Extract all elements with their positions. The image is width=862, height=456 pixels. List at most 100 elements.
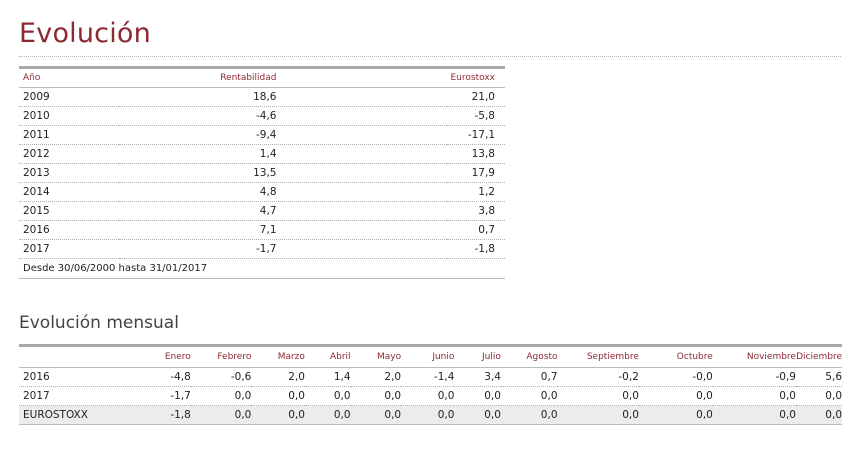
eurostoxx-cell: 0,7 [446, 220, 505, 240]
month-value-cell: -0,6 [190, 367, 252, 387]
eurostoxx-cell: -5,8 [446, 106, 505, 126]
header-month: Abril [304, 344, 351, 368]
year-cell: 2015 [19, 201, 119, 221]
year-cell: 2009 [19, 87, 119, 107]
table-row: 2016 -4,8 -0,6 2,0 1,4 2,0 -1,4 3,4 0,7 … [19, 367, 842, 387]
month-value-cell: -0,9 [712, 367, 796, 387]
header-month: Marzo [251, 344, 305, 368]
header-month: Octubre [638, 344, 713, 368]
year-cell: 2011 [19, 125, 119, 145]
year-cell: 2014 [19, 182, 119, 202]
month-value-cell: 1,4 [304, 367, 351, 387]
table-row: 2015 4,7 3,8 [19, 201, 505, 221]
month-value-cell: 0,7 [500, 367, 558, 387]
rentabilidad-cell: 13,5 [118, 163, 447, 183]
eurostoxx-cell: -17,1 [446, 125, 505, 145]
table-row: 2009 18,6 21,0 [19, 87, 505, 107]
annual-performance-table: Año Rentabilidad Eurostoxx 2009 18,6 21,0 … [19, 66, 505, 279]
month-value-cell: 0,0 [190, 405, 252, 425]
month-value-cell: -0,0 [638, 367, 713, 387]
header-month: Junio [401, 344, 455, 368]
month-value-cell: -4,8 [127, 367, 191, 387]
eurostoxx-cell: 17,9 [446, 163, 505, 183]
month-value-cell: 0,0 [795, 386, 842, 406]
header-month: Julio [454, 344, 501, 368]
table-row: 2014 4,8 1,2 [19, 182, 505, 202]
month-value-cell: 0,0 [350, 386, 402, 406]
year-cell: 2017 [19, 239, 119, 259]
rentabilidad-cell: 4,7 [118, 201, 447, 221]
month-value-cell: 3,4 [454, 367, 501, 387]
month-value-cell: -1,4 [401, 367, 455, 387]
table-row: 2011 -9,4 -17,1 [19, 125, 505, 145]
month-value-cell: 0,0 [304, 386, 351, 406]
table-note-row: Desde 30/06/2000 hasta 31/01/2017 [19, 258, 505, 279]
header-month: Mayo [350, 344, 402, 368]
month-value-cell: 0,0 [638, 386, 713, 406]
year-cell: 2010 [19, 106, 119, 126]
header-month: Enero [127, 344, 191, 368]
table-row: 2017 -1,7 0,0 0,0 0,0 0,0 0,0 0,0 0,0 0,… [19, 386, 842, 406]
date-range-note: Desde 30/06/2000 hasta 31/01/2017 [19, 258, 505, 279]
month-value-cell: 0,0 [500, 386, 558, 406]
year-cell: 2012 [19, 144, 119, 164]
header-month: Febrero [190, 344, 252, 368]
rentabilidad-cell: 18,6 [118, 87, 447, 107]
rentabilidad-cell: -1,7 [118, 239, 447, 259]
eurostoxx-cell: 13,8 [446, 144, 505, 164]
year-cell: 2016 [19, 220, 119, 240]
eurostoxx-cell: 3,8 [446, 201, 505, 221]
month-value-cell: 0,0 [712, 386, 796, 406]
table-row: 2017 -1,7 -1,8 [19, 239, 505, 259]
title-divider [19, 56, 841, 57]
header-eurostoxx: Eurostoxx [446, 66, 505, 88]
month-value-cell: 0,0 [500, 405, 558, 425]
monthly-header-row: Enero Febrero Marzo Abril Mayo Junio Jul… [19, 344, 842, 368]
month-value-cell: -0,2 [557, 367, 639, 387]
rentabilidad-cell: 4,8 [118, 182, 447, 202]
month-value-cell: 0,0 [557, 405, 639, 425]
header-rentabilidad: Rentabilidad [118, 66, 447, 88]
table-row: 2013 13,5 17,9 [19, 163, 505, 183]
month-value-cell: 0,0 [454, 405, 501, 425]
eurostoxx-cell: 21,0 [446, 87, 505, 107]
table-row: 2016 7,1 0,7 [19, 220, 505, 240]
month-value-cell: -1,7 [127, 386, 191, 406]
eurostoxx-cell: -1,8 [446, 239, 505, 259]
month-value-cell: 0,0 [251, 405, 305, 425]
rentabilidad-cell: 7,1 [118, 220, 447, 240]
month-value-cell: 5,6 [795, 367, 842, 387]
month-value-cell: 0,0 [401, 386, 455, 406]
row-label: 2016 [19, 367, 128, 387]
month-value-cell: -1,8 [127, 405, 191, 425]
rentabilidad-cell: -4,6 [118, 106, 447, 126]
month-value-cell: 2,0 [350, 367, 402, 387]
rentabilidad-cell: 1,4 [118, 144, 447, 164]
header-year: Año [19, 66, 119, 88]
header-month: Diciembre [795, 344, 842, 368]
header-month: Noviembre [712, 344, 796, 368]
header-month: Septiembre [557, 344, 639, 368]
month-value-cell: 0,0 [190, 386, 252, 406]
month-value-cell: 2,0 [251, 367, 305, 387]
month-value-cell: 0,0 [401, 405, 455, 425]
page-title: Evolución [19, 18, 151, 49]
header-month: Agosto [500, 344, 558, 368]
year-cell: 2013 [19, 163, 119, 183]
month-value-cell: 0,0 [712, 405, 796, 425]
monthly-performance-table: Enero Febrero Marzo Abril Mayo Junio Jul… [19, 344, 842, 425]
annual-header-row: Año Rentabilidad Eurostoxx [19, 66, 505, 88]
header-blank [19, 344, 128, 368]
rentabilidad-cell: -9,4 [118, 125, 447, 145]
month-value-cell: 0,0 [304, 405, 351, 425]
row-label: 2017 [19, 386, 128, 406]
benchmark-row: EUROSTOXX -1,8 0,0 0,0 0,0 0,0 0,0 0,0 0… [19, 405, 842, 425]
table-row: 2010 -4,6 -5,8 [19, 106, 505, 126]
monthly-section-title: Evolución mensual [19, 313, 179, 333]
month-value-cell: 0,0 [251, 386, 305, 406]
month-value-cell: 0,0 [557, 386, 639, 406]
table-row: 2012 1,4 13,8 [19, 144, 505, 164]
row-label: EUROSTOXX [19, 405, 128, 425]
eurostoxx-cell: 1,2 [446, 182, 505, 202]
month-value-cell: 0,0 [795, 405, 842, 425]
